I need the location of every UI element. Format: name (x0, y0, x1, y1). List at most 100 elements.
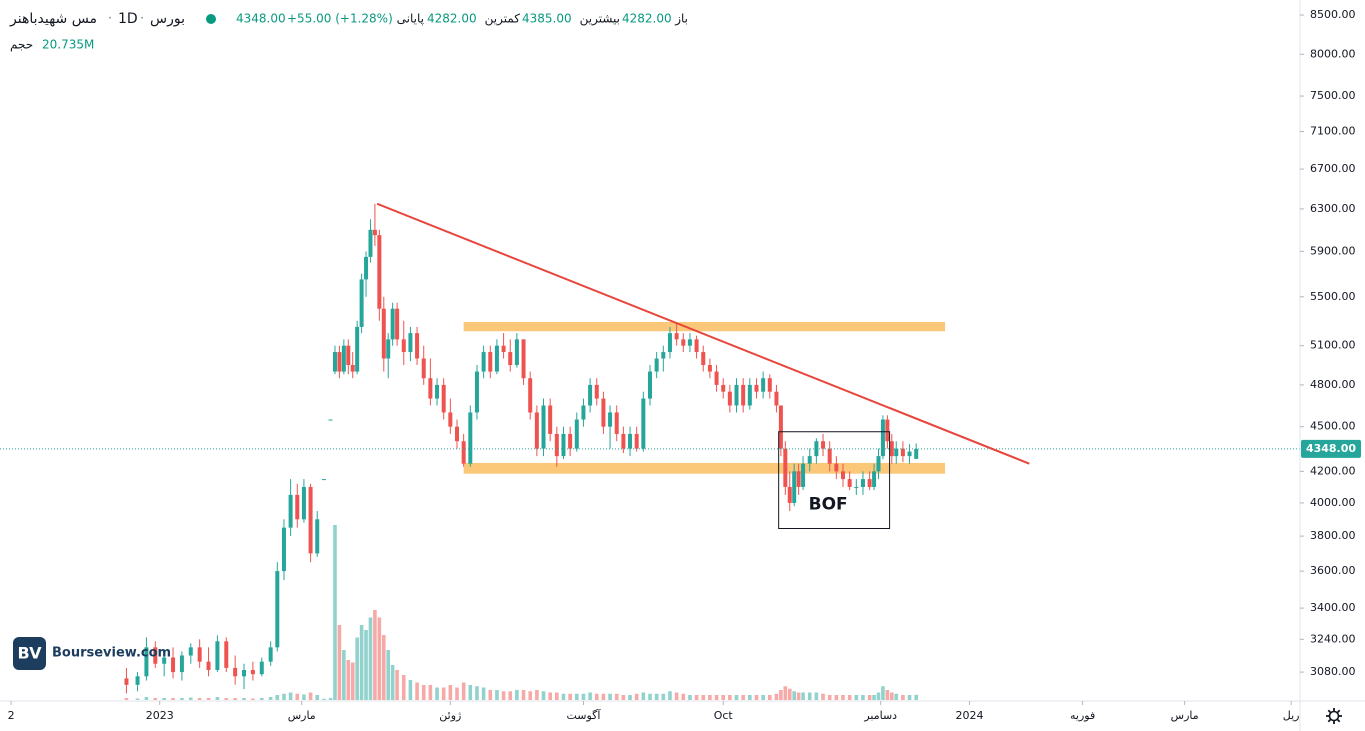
volume-bar (901, 695, 905, 700)
candle-body (747, 384, 752, 406)
volume-bar (621, 695, 626, 700)
candle-body (588, 384, 593, 406)
candle-body (554, 433, 559, 457)
candle-body (754, 384, 759, 392)
ohlc-label: پایانی (397, 12, 424, 26)
candle-body (741, 384, 746, 406)
candle-body (135, 676, 140, 685)
ohlc-value: 4282.00 (427, 12, 477, 26)
last-price-box (1301, 439, 1361, 458)
volume-bar (648, 693, 652, 700)
candle-body (288, 494, 293, 528)
x-tick-label: ریل (1283, 709, 1300, 722)
candle-body (315, 519, 320, 554)
volume-bar (308, 692, 313, 700)
y-tick-label: 8500.00 (1310, 8, 1356, 21)
volume-bar (588, 692, 592, 700)
candle-body (474, 371, 479, 413)
volume-bar (787, 688, 792, 700)
status-dot (206, 14, 216, 24)
volume-bar (259, 698, 264, 700)
candle-body (281, 527, 286, 572)
candle-body (568, 433, 573, 449)
ohlc-value: 4282.00 (622, 12, 672, 26)
candle-body (778, 405, 783, 449)
candle-body (390, 308, 395, 340)
volume-bar (275, 695, 280, 700)
candle-body (628, 433, 633, 449)
plot-area: BOF (0, 202, 1300, 700)
volume-bar (390, 665, 395, 700)
x-tick-label: دسامبر (863, 709, 897, 722)
volume-bar (481, 687, 486, 700)
watermark-text: Bourseview.com (52, 646, 171, 661)
volume-bar (561, 693, 566, 700)
candle-body (541, 405, 546, 449)
volume-bar (555, 692, 559, 700)
candle-body (561, 433, 566, 457)
volume-bar (701, 695, 706, 700)
candle-body (534, 412, 539, 449)
y-tick-label: 3600.00 (1310, 564, 1356, 577)
volume-bar (282, 693, 286, 700)
volume-bar (288, 692, 293, 700)
candle-body (614, 412, 619, 434)
candle-body (242, 669, 247, 677)
volume-bar (295, 693, 300, 700)
volume-value: 20.735M (42, 38, 94, 52)
candle-body (308, 486, 313, 554)
candle-body (701, 352, 706, 366)
candle-body (206, 661, 211, 670)
candle-body (827, 448, 832, 464)
candle-body (661, 352, 666, 359)
candle-body (321, 479, 326, 481)
candle-body (654, 358, 659, 372)
candle-body (341, 345, 346, 372)
candle-body (494, 345, 499, 372)
y-tick-label: 3080.00 (1310, 665, 1356, 678)
candle-body (807, 456, 812, 464)
y-tick-label: 4800.00 (1310, 378, 1356, 391)
x-axis: 2 2023 مارس ژوئن آگوست Oct دسامبر 2024 فوریه مارس… (8, 701, 1300, 722)
candle-body (337, 352, 342, 372)
volume-bar (171, 698, 175, 700)
candle-body (179, 655, 184, 673)
y-tick-label: 3400.00 (1310, 601, 1356, 614)
volume-bar (268, 697, 273, 700)
volume-bar (328, 698, 333, 700)
settings-icon[interactable] (1326, 708, 1342, 724)
candle-body (350, 365, 355, 372)
candle-body (860, 479, 865, 487)
x-tick-label: آگوست (566, 708, 601, 722)
candle-body (707, 365, 712, 372)
candle-body (796, 471, 801, 487)
candle-body (215, 641, 220, 670)
exchange: بورس (150, 11, 185, 27)
candle-body (867, 479, 872, 487)
volume-bar (233, 698, 237, 700)
candle-body (608, 412, 613, 427)
candle-body (377, 235, 382, 309)
y-tick-label: 5100.00 (1310, 339, 1356, 352)
volume-bar (779, 690, 783, 700)
volume-bar (581, 693, 586, 700)
volume-bar (907, 695, 912, 700)
y-tick-label: 6300.00 (1310, 202, 1356, 215)
volume-bar (488, 690, 493, 700)
candle-body (821, 441, 826, 449)
candle-body (641, 398, 646, 449)
logo-text: BV (18, 644, 43, 663)
candle-body (667, 333, 672, 353)
candle-body (880, 419, 885, 457)
candle-body (368, 229, 373, 257)
volume-bar (801, 692, 805, 700)
volume-bar (368, 617, 373, 700)
volume-bar (734, 695, 739, 700)
volume-bar (628, 695, 632, 700)
candle-body (346, 345, 351, 366)
volume-bar (754, 695, 759, 700)
candle-body (332, 352, 337, 372)
volume-bar (694, 695, 699, 700)
candle-body (395, 308, 400, 340)
volume-bar (322, 698, 326, 700)
